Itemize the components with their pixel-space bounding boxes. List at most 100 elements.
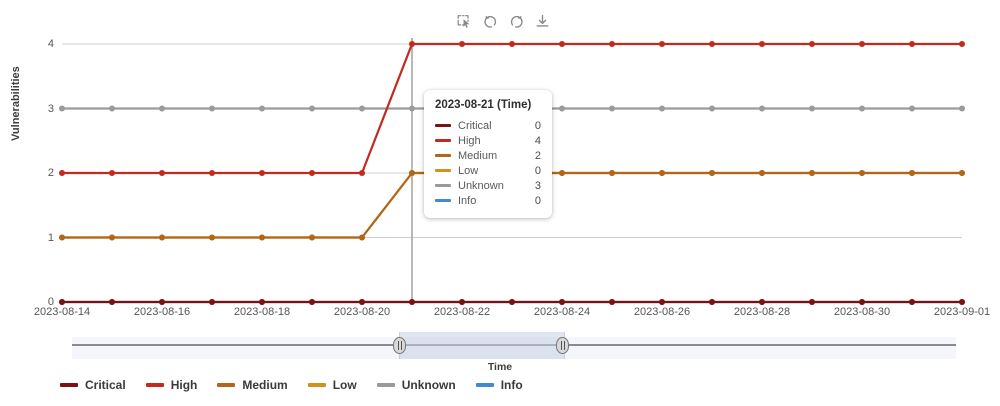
download-icon[interactable] [533,12,551,30]
series-point-critical [909,299,915,305]
tooltip-series-value: 0 [534,194,541,207]
tooltip-swatch-icon [435,139,451,142]
series-point-high [309,170,315,176]
legend-item-low[interactable]: Low [307,378,357,392]
series-point-unknown [409,105,415,112]
series-point-unknown [759,105,765,112]
series-point-critical [709,299,715,305]
slider-selection-window[interactable] [399,332,565,359]
series-point-critical [259,299,265,305]
series-point-medium [159,234,165,241]
series-point-medium [59,234,65,241]
tooltip-swatch-icon [435,124,451,127]
series-point-medium [359,234,365,241]
tooltip-row: Medium 2 [435,148,541,163]
tooltip-swatch-icon [435,184,451,187]
data-tooltip: 2023-08-21 (Time) Critical 0 High 4 Medium 2 L… [424,90,552,218]
x-axis-tick-label: 2023-08-18 [233,306,291,318]
x-axis-tick-label: 2023-08-16 [133,306,191,318]
series-point-high [909,41,915,47]
series-point-critical [509,299,515,305]
series-point-medium [309,234,315,241]
series-point-critical [209,299,215,305]
series-point-medium [859,170,865,176]
tooltip-series-value: 4 [534,134,541,147]
legend-item-high[interactable]: High [145,378,198,392]
series-point-critical [459,299,465,305]
box-select-icon[interactable] [455,12,473,30]
series-point-unknown [809,105,815,112]
series-point-critical [309,299,315,305]
slider-handle-right[interactable] [556,337,570,354]
x-axis-tick-label: 2023-08-14 [33,306,91,318]
series-point-unknown [209,105,215,112]
tooltip-row: High 4 [435,133,541,148]
series-point-unknown [259,105,265,112]
tooltip-series-name: Info [458,194,477,207]
series-point-critical [609,299,615,305]
undo-icon[interactable] [481,12,499,30]
series-point-unknown [709,105,715,112]
x-axis-tick-label: 2023-08-26 [633,306,691,318]
series-point-high [109,170,115,176]
legend-label: Medium [242,378,288,392]
tooltip-series-value: 0 [534,164,541,177]
legend-label: Info [500,378,523,392]
series-point-high [59,170,65,176]
tooltip-row: Unknown 3 [435,178,541,193]
tooltip-row: Critical 0 [435,118,541,133]
series-point-high [859,41,865,47]
y-axis-tick-label: 2 [47,167,54,179]
x-axis-tick-label: 2023-08-30 [833,306,891,318]
series-point-high [809,41,815,47]
series-point-unknown [59,105,65,112]
series-point-medium [759,170,765,176]
time-range-slider[interactable] [72,332,956,359]
series-point-high [659,41,665,47]
series-point-critical [809,299,815,305]
x-axis-tick-label: 2023-09-01 [933,306,991,318]
series-point-critical [409,299,415,305]
series-point-high [959,41,965,47]
series-point-critical [59,299,65,305]
tooltip-swatch-icon [435,199,451,202]
legend-item-unknown[interactable]: Unknown [376,378,456,392]
tooltip-row: Info 0 [435,193,541,208]
legend-label: Critical [85,378,126,392]
series-point-critical [959,299,965,305]
legend-swatch-icon [307,383,326,387]
tooltip-series-value: 0 [534,119,541,132]
legend-swatch-icon [145,383,164,387]
series-point-high [259,170,265,176]
series-point-unknown [659,105,665,112]
series-point-medium [959,170,965,176]
x-axis-title: Time [487,361,513,373]
legend-item-critical[interactable]: Critical [60,378,126,392]
redo-icon[interactable] [507,12,525,30]
tooltip-swatch-icon [435,169,451,172]
tooltip-series-name: Critical [458,119,492,132]
tooltip-series-name: Low [458,164,479,177]
series-point-medium [209,234,215,241]
series-point-medium [109,234,115,241]
series-point-unknown [359,105,365,112]
series-point-critical [759,299,765,305]
legend-label: High [170,378,198,392]
series-point-unknown [559,105,565,112]
series-point-medium [709,170,715,176]
series-point-critical [109,299,115,305]
series-point-critical [159,299,165,305]
legend-swatch-icon [60,383,78,387]
tooltip-title: 2023-08-21 (Time) [435,99,532,111]
series-point-unknown [159,105,165,112]
series-point-high [709,41,715,47]
legend-label: Low [332,378,357,392]
series-point-high [459,41,465,47]
chart-legend: Critical High Medium Low Unknown Info [60,378,560,392]
slider-handle-left[interactable] [392,337,406,354]
legend-item-info[interactable]: Info [475,378,523,392]
tooltip-series-name: Medium [458,149,498,162]
series-point-medium [409,170,415,176]
legend-item-medium[interactable]: Medium [217,378,288,392]
